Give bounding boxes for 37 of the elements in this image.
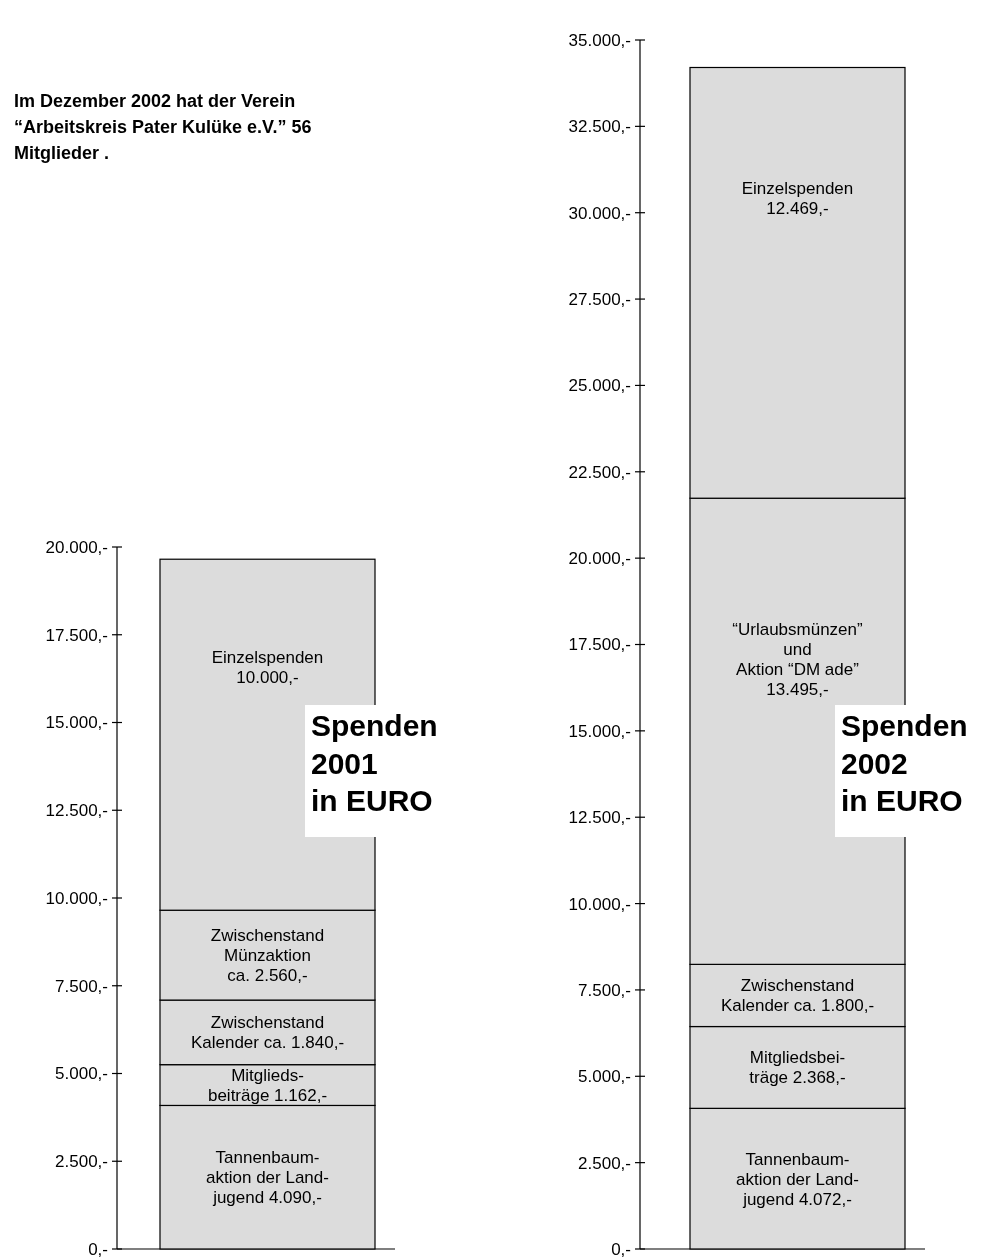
y-tick-label: 0,- — [611, 1239, 631, 1258]
y-tick-label: 17.500,- — [45, 625, 108, 645]
data-label: Einzelspenden 12.469,- — [741, 179, 854, 219]
y-tick-label: 25.000,- — [568, 376, 631, 396]
y-tick-label: 0,- — [88, 1239, 108, 1258]
data-label: Zwischenstand Münzaktion ca. 2.560,- — [210, 926, 325, 986]
y-tick-label: 5.000,- — [55, 1064, 108, 1084]
y-tick-label: 22.500,- — [568, 462, 631, 482]
y-tick-label: 20.000,- — [45, 537, 108, 557]
text: Spenden 2002 in EURO — [841, 709, 968, 817]
y-tick-label: 2.500,- — [578, 1153, 631, 1173]
data-label: Einzelspenden 10.000,- — [211, 648, 324, 688]
y-tick-label: 15.000,- — [45, 713, 108, 733]
text: Im Dezember 2002 hat der Verein “Arbeitskreis Pater Kulüke e.V.” 56 Mitglieder . — [14, 90, 313, 165]
y-tick-label: 10.000,- — [568, 894, 631, 914]
y-tick-label: 12.500,- — [45, 801, 108, 821]
data-label: “Urlaubsmünzen” und Aktion “DM ade” 13.495,- — [732, 619, 864, 699]
data-label: Tannenbaum- aktion der Land- jugend 4.090,- — [206, 1148, 329, 1208]
y-tick-label: 20.000,- — [568, 549, 631, 569]
data-label: Mitglieds- beiträge 1.162,- — [207, 1066, 328, 1105]
y-tick-label: 7.500,- — [578, 980, 631, 1000]
data-label: Zwischenstand Kalender ca. 1.840,- — [190, 1013, 345, 1053]
y-tick-label: 35.000,- — [568, 30, 631, 50]
y-tick-label: 12.500,- — [568, 808, 631, 828]
data-label: Mitgliedsbei- träge 2.368,- — [749, 1048, 846, 1088]
text: Spenden 2001 in EURO — [311, 709, 438, 817]
y-tick-label: 10.000,- — [45, 888, 108, 908]
y-tick-label: 5.000,- — [578, 1067, 631, 1087]
y-tick-label: 7.500,- — [55, 976, 108, 996]
data-label: Zwischenstand Kalender ca. 1.800,- — [720, 976, 875, 1016]
data-label: Tannenbaum- aktion der Land- jugend 4.072,- — [736, 1149, 859, 1209]
y-tick-label: 30.000,- — [568, 203, 631, 223]
y-tick-label: 32.500,- — [568, 117, 631, 137]
y-tick-label: 2.500,- — [55, 1152, 108, 1172]
y-tick-label: 27.500,- — [568, 290, 631, 310]
y-tick-label: 17.500,- — [568, 635, 631, 655]
y-tick-label: 15.000,- — [568, 721, 631, 741]
